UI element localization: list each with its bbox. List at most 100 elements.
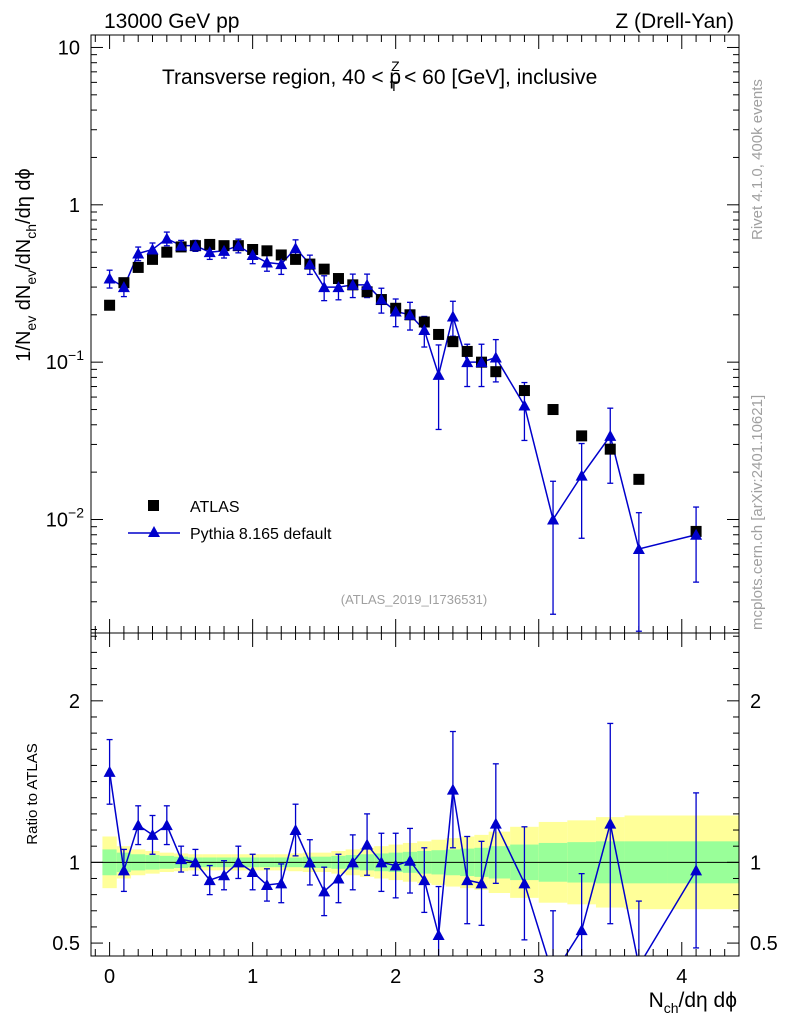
ratio-point xyxy=(246,866,259,878)
main-y-tick-label: 10−2 xyxy=(46,505,84,532)
mc-point xyxy=(275,258,288,270)
mc-point xyxy=(175,239,188,251)
ratio-y-tick-label-left: 1 xyxy=(69,852,80,874)
x-tick-label: 3 xyxy=(533,966,544,988)
mc-point xyxy=(604,429,617,441)
x-tick-label: 1 xyxy=(247,966,258,988)
data-point xyxy=(418,316,430,328)
process-label: Z (Drell-Yan) xyxy=(615,10,734,33)
data-point xyxy=(132,261,144,273)
ratio-point xyxy=(432,929,445,941)
ratio-series-line xyxy=(108,771,697,956)
x-tick-label: 0 xyxy=(104,966,115,988)
ratio-point xyxy=(489,817,502,829)
mc-point xyxy=(547,513,560,525)
ratio-point xyxy=(690,864,703,876)
mc-point xyxy=(446,310,459,322)
x-tick-label: 2 xyxy=(390,966,401,988)
data-point xyxy=(604,443,616,455)
mc-point xyxy=(103,272,116,284)
mc-point xyxy=(232,239,245,251)
beam-label: 13000 GeV pp xyxy=(104,10,239,33)
legend-mc-label: Pythia 8.165 default xyxy=(190,526,332,543)
ratio-point xyxy=(633,960,645,971)
ratio-panel: 0.5 0.5 1 1 2 2 xyxy=(52,632,778,980)
mc-point xyxy=(361,278,374,290)
data-point xyxy=(490,366,502,378)
mc-point xyxy=(418,324,431,336)
ratio-ticks xyxy=(91,633,740,956)
mc-point xyxy=(303,258,316,270)
data-point xyxy=(318,263,330,275)
ratio-point xyxy=(547,969,559,980)
ratio-point xyxy=(475,877,488,889)
ratio-point xyxy=(375,856,388,868)
mc-point xyxy=(375,293,388,305)
data-point xyxy=(147,253,159,265)
ratio-point xyxy=(403,854,416,866)
mc-point xyxy=(389,305,402,317)
mc-point xyxy=(575,469,588,481)
ratio-point xyxy=(318,885,331,897)
legend-data-label: ATLAS xyxy=(190,499,240,516)
ratio-point xyxy=(332,872,345,884)
mc-point xyxy=(432,368,445,380)
ratio-point xyxy=(132,819,145,831)
main-y-tick-label: 1 xyxy=(69,195,80,217)
mc-point xyxy=(489,351,502,363)
main-panel: 10 1 10−1 10−2 Transverse region, 40 < pZ T … xyxy=(46,34,740,634)
legend-data-marker xyxy=(148,500,159,511)
ratio-point xyxy=(446,783,459,795)
data-point xyxy=(576,430,588,442)
ratio-point xyxy=(461,874,474,886)
data-point xyxy=(518,385,530,397)
ratio-y-tick-label-right: 2 xyxy=(750,691,761,713)
mc-point xyxy=(203,246,216,258)
data-point xyxy=(633,473,645,485)
mc-point xyxy=(403,308,416,320)
site-label: mcplots.cern.ch [arXiv:2401.10621] xyxy=(749,395,766,630)
main-y-tick-label: 10 xyxy=(58,37,80,59)
mc-point xyxy=(117,281,130,293)
ratio-point xyxy=(303,856,316,868)
mc-point xyxy=(461,356,474,368)
mc-points xyxy=(103,232,703,554)
ratio-point xyxy=(103,765,116,777)
mc-point xyxy=(189,239,202,251)
mc-point xyxy=(260,256,273,268)
data-point xyxy=(433,328,445,340)
ratio-y-tick-label-right: 1 xyxy=(750,852,761,874)
x-tick-label: 4 xyxy=(676,966,687,988)
ratio-point xyxy=(518,877,531,889)
ratio-point xyxy=(203,874,216,886)
mc-point xyxy=(318,281,331,293)
mc-point xyxy=(289,242,302,254)
data-point xyxy=(290,253,302,265)
data-point xyxy=(104,299,116,311)
ratio-point xyxy=(232,856,245,868)
ratio-point xyxy=(289,824,302,836)
data-point xyxy=(361,286,373,298)
ratio-point xyxy=(260,878,273,890)
region-title: Transverse region, 40 < pZ T < 60 [GeV], … xyxy=(162,58,597,94)
legend: ATLAS Pythia 8.165 default xyxy=(128,499,332,543)
mc-point xyxy=(132,247,145,259)
ratio-y-tick-labels: 0.5 0.5 1 1 2 2 xyxy=(52,691,778,955)
x-tick-labels: 0 1 2 3 4 xyxy=(104,966,687,988)
mc-point xyxy=(246,248,259,260)
mc-series-line xyxy=(109,237,697,550)
rivet-label: Rivet 4.1.0, 400k events xyxy=(749,79,766,240)
ratio-point xyxy=(575,924,588,936)
data-point xyxy=(204,238,216,250)
data-points xyxy=(104,238,702,537)
mc-point xyxy=(160,232,173,244)
ratio-point xyxy=(160,819,173,831)
legend-mc-marker xyxy=(148,526,160,537)
data-point xyxy=(161,246,173,258)
mc-point xyxy=(632,542,645,554)
ratio-point xyxy=(218,869,231,881)
ratio-y-tick-label-left: 0.5 xyxy=(52,933,80,955)
ratio-point xyxy=(389,859,402,871)
ratio-point xyxy=(189,856,202,868)
